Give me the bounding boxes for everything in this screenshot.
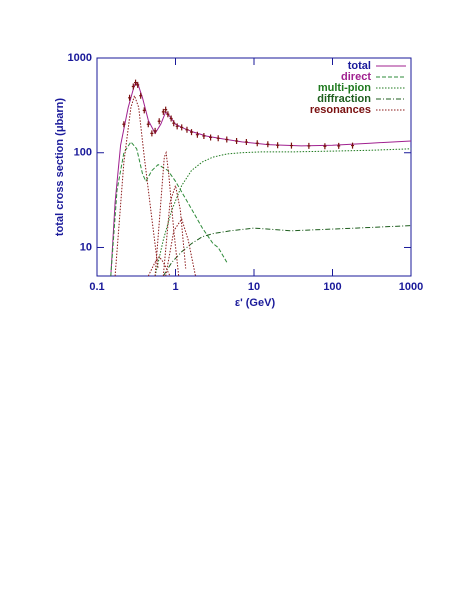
y-tick-label: 1000 <box>68 52 92 64</box>
x-tick-label: 1 <box>172 281 178 293</box>
data-point <box>166 111 170 118</box>
data-point <box>169 115 173 122</box>
series-line <box>154 148 411 276</box>
data-point <box>255 140 259 147</box>
data-point <box>139 92 143 99</box>
series-line <box>162 225 411 276</box>
data-point <box>289 142 293 149</box>
data-point <box>195 131 199 138</box>
legend-label: direct <box>341 71 371 83</box>
data-point <box>146 121 150 128</box>
data-point <box>180 124 184 131</box>
x-tick-label: 1000 <box>399 281 423 293</box>
data-point <box>172 120 176 127</box>
data-point <box>276 142 280 149</box>
series-line <box>114 94 196 276</box>
legend-label: resonances <box>310 104 371 116</box>
data-point <box>175 123 179 130</box>
data-point <box>136 81 140 88</box>
x-axis-label: ε' (GeV) <box>235 297 276 309</box>
legend-label: multi-pion <box>318 82 371 94</box>
data-point <box>216 135 220 142</box>
data-point <box>134 79 138 86</box>
data-point <box>122 121 126 128</box>
data-point <box>142 107 146 114</box>
x-tick-label: 10 <box>248 281 260 293</box>
data-point <box>164 106 168 113</box>
data-point <box>128 94 132 101</box>
y-tick-label: 100 <box>74 147 92 159</box>
legend-label: diffraction <box>317 93 371 105</box>
data-point <box>153 127 157 134</box>
y-axis-label: total cross section (μbarn) <box>54 98 66 236</box>
legend-label: total <box>348 60 371 72</box>
data-point <box>244 138 248 145</box>
data-point <box>131 83 135 90</box>
data-point <box>209 134 213 141</box>
data-point <box>185 126 189 133</box>
data-point <box>202 133 206 140</box>
data-point <box>161 108 165 115</box>
data-point <box>266 141 270 148</box>
data-point <box>235 138 239 145</box>
y-tick-label: 10 <box>80 241 92 253</box>
data-point <box>351 142 355 149</box>
data-point <box>150 130 154 137</box>
data-point <box>225 136 229 143</box>
x-tick-label: 0.1 <box>89 281 104 293</box>
x-tick-label: 100 <box>323 281 341 293</box>
data-point <box>190 129 194 136</box>
data-point <box>157 118 161 125</box>
data-point <box>307 142 311 149</box>
series-line <box>110 141 228 276</box>
data-point <box>337 142 341 149</box>
data-point <box>323 143 327 150</box>
